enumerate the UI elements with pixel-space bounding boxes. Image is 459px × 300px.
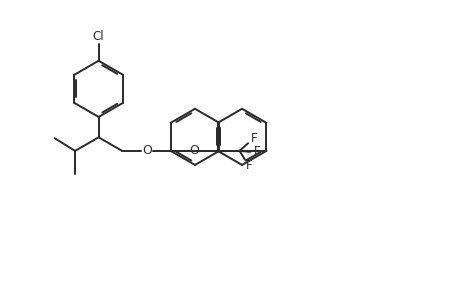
Text: F: F (246, 159, 252, 172)
Text: Cl: Cl (93, 30, 104, 43)
Text: O: O (142, 144, 152, 158)
Text: O: O (189, 144, 199, 158)
Text: F: F (253, 145, 259, 158)
Text: F: F (250, 132, 257, 145)
